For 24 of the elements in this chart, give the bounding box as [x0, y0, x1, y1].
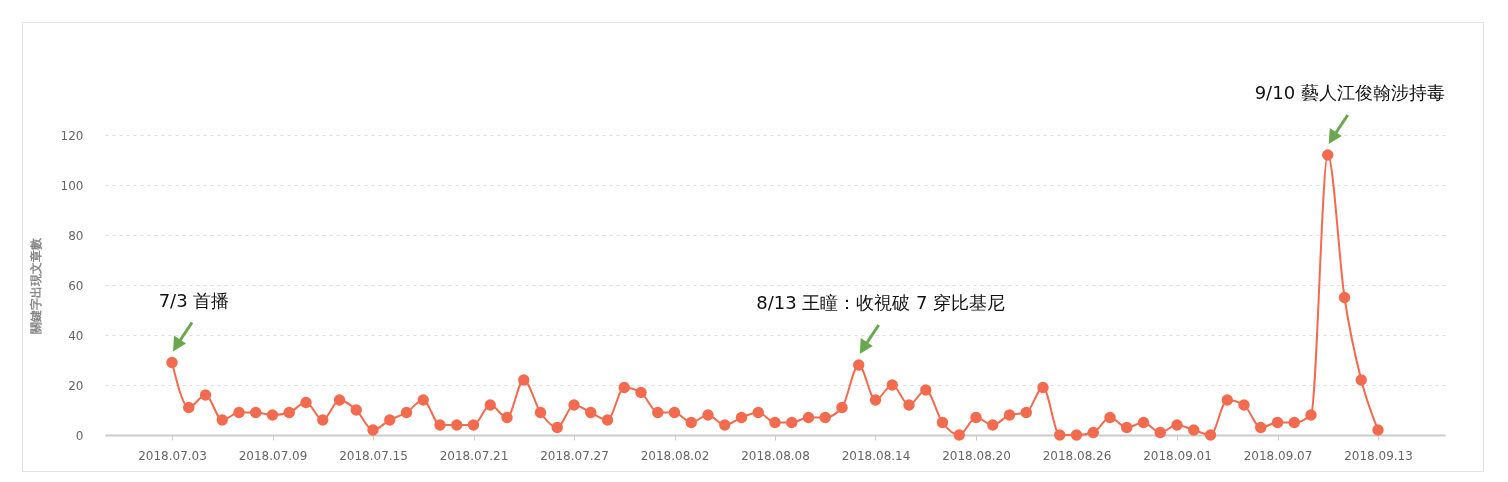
x-tick-label: 2018.09.07 — [1243, 448, 1313, 463]
y-tick-label: 60 — [68, 278, 84, 293]
y-tick-label: 20 — [68, 378, 84, 393]
x-tick-label: 2018.08.20 — [942, 448, 1011, 463]
annotation: 8/13 王瞳：收視破 7 穿比基尼 — [756, 292, 1006, 313]
x-tick-label: 2018.07.27 — [540, 448, 609, 463]
y-tick-label: 120 — [60, 128, 84, 143]
x-tick-label: 2018.07.15 — [339, 448, 408, 463]
x-tick-label: 2018.08.14 — [841, 448, 911, 463]
y-axis-title: 關鍵字出現文章數 — [28, 236, 43, 334]
x-tick-label: 2018.08.02 — [640, 448, 710, 463]
annotation: 9/10 藝人江俊翰涉持毒 — [1254, 82, 1445, 103]
annotation: 7/3 首播 — [158, 289, 230, 311]
x-tick-label: 2018.08.26 — [1042, 448, 1112, 463]
x-tick-label: 2018.07.09 — [238, 448, 308, 463]
y-tick-label: 100 — [60, 178, 84, 193]
x-tick-label: 2018.09.13 — [1344, 448, 1413, 463]
y-tick-label: 80 — [68, 228, 84, 243]
x-tick-label: 2018.09.01 — [1143, 448, 1212, 463]
x-tick-label: 2018.08.08 — [741, 448, 810, 463]
x-tick-label: 2018.07.21 — [439, 448, 509, 463]
y-tick-label: 40 — [68, 328, 84, 343]
x-tick-label: 2018.07.03 — [138, 448, 207, 463]
y-tick-label: 0 — [75, 428, 84, 443]
